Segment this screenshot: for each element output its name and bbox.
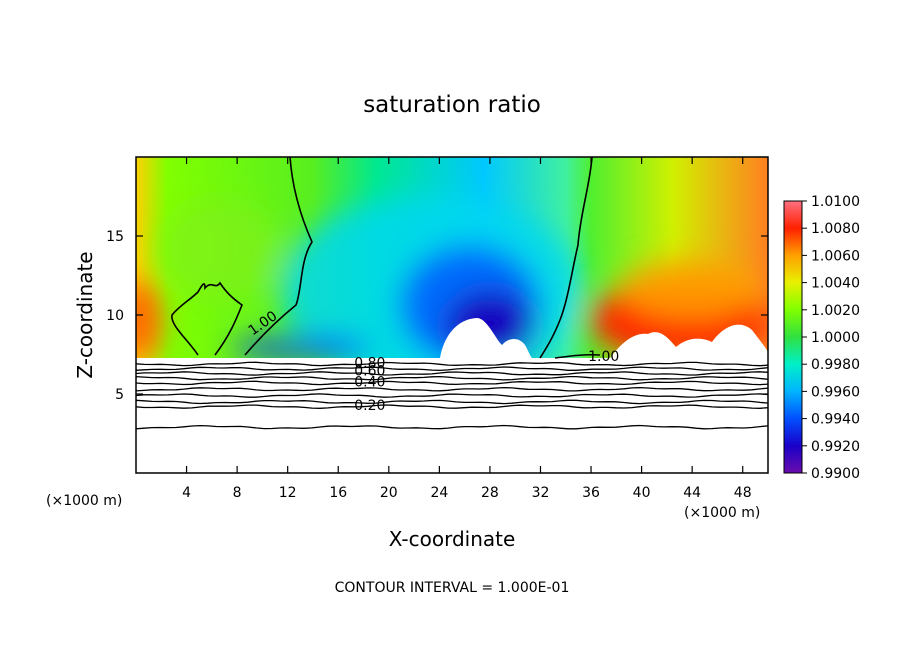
x-tick-label: 48 <box>734 485 752 501</box>
x-tick-label: 4 <box>182 485 191 501</box>
contour-label: 0.20 <box>354 398 385 414</box>
orange-region-right <box>620 260 760 320</box>
contour-1-left <box>244 157 313 356</box>
contour-line <box>136 386 768 392</box>
contour-line <box>136 399 768 405</box>
lower-white-area <box>136 358 768 473</box>
x-tick-label: 44 <box>683 485 701 501</box>
colorbar-label: 1.0080 <box>811 221 860 237</box>
contour-line <box>136 366 768 372</box>
colorbar-label: 0.9920 <box>811 439 860 455</box>
white-mound-right <box>610 324 768 358</box>
contour-labels: 1.001.000.800.600.400.20 <box>246 308 620 414</box>
y-tick-label: 10 <box>106 308 124 324</box>
y-axis-ticks: 5 10 15 <box>106 229 768 403</box>
low-contour-lines <box>136 361 768 430</box>
x-tick-label: 20 <box>380 485 398 501</box>
colorbar-label: 0.9960 <box>811 384 860 400</box>
contour-line <box>136 393 768 398</box>
y-axis-label: Z-coordinate <box>73 251 97 378</box>
green-patch-left <box>160 200 280 300</box>
x-tick-label: 12 <box>279 485 297 501</box>
x-tick-label: 40 <box>633 485 651 501</box>
heatmap-field <box>136 157 768 473</box>
contour-label: 0.80 <box>354 355 385 371</box>
x-axis-ticks: 4 8 12 16 20 24 28 32 36 40 44 48 <box>182 157 752 501</box>
orange-region-left <box>136 280 160 360</box>
x-unit-right: (×1000 m) <box>684 505 760 521</box>
colorbar-label: 1.0040 <box>811 276 860 292</box>
x-unit-left: (×1000 m) <box>46 493 122 509</box>
contour-interval-note: CONTOUR INTERVAL = 1.000E-01 <box>335 580 570 596</box>
contour-line <box>136 361 768 367</box>
y-tick-label: 15 <box>106 229 124 245</box>
contour-line <box>136 380 768 386</box>
contour-1-right-low <box>554 353 601 359</box>
contour-lines <box>171 157 601 359</box>
contour-1-right <box>539 157 593 359</box>
white-mound-center <box>440 318 532 358</box>
contour-loop-left <box>171 281 243 356</box>
contour-line <box>136 371 768 376</box>
contour-line <box>136 424 768 430</box>
contour-label: 1.00 <box>588 349 619 365</box>
x-axis-label: X-coordinate <box>389 527 516 551</box>
colorbar-label: 1.0060 <box>811 248 860 264</box>
x-tick-label: 24 <box>430 485 448 501</box>
colorbar-label: 1.0000 <box>811 330 860 346</box>
blue-streak-left <box>230 336 370 360</box>
x-tick-label: 32 <box>532 485 550 501</box>
x-tick-label: 16 <box>329 485 347 501</box>
colorbar-labels: 1.0100 1.0080 1.0060 1.0040 1.0020 1.0000 0.99… <box>802 194 860 482</box>
contour-label: 0.40 <box>354 374 385 390</box>
colorbar-label: 0.9980 <box>811 357 860 373</box>
colorbar-ramp <box>783 200 803 474</box>
x-tick-label: 28 <box>481 485 499 501</box>
contour-line <box>136 404 768 409</box>
contour-line <box>136 375 768 381</box>
x-tick-label: 36 <box>582 485 600 501</box>
x-tick-label: 8 <box>233 485 242 501</box>
y-tick-label: 5 <box>115 387 124 403</box>
colorbar-label: 1.0100 <box>811 194 860 210</box>
colorbar-label: 1.0020 <box>811 303 860 319</box>
contour-label: 0.60 <box>354 363 385 379</box>
chart-title: saturation ratio <box>363 92 541 118</box>
colorbar-label: 0.9940 <box>811 412 860 428</box>
colorbar-label: 0.9900 <box>811 466 860 482</box>
colorbar: 1.0100 1.0080 1.0060 1.0040 1.0020 1.0000 0.99… <box>783 194 860 482</box>
